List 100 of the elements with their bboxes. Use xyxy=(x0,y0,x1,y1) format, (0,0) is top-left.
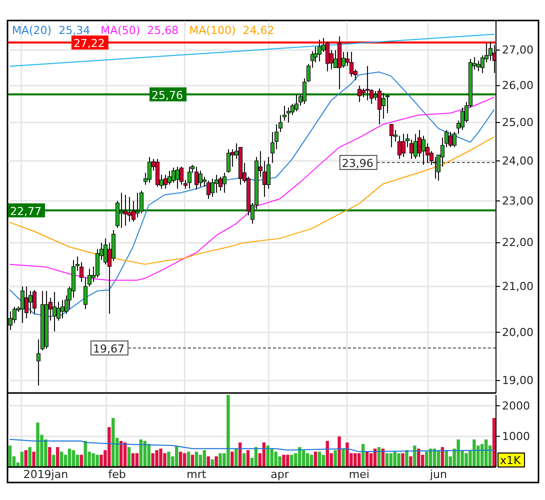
bar xyxy=(36,422,40,467)
candlestick xyxy=(349,51,354,78)
bar xyxy=(464,453,468,467)
candlestick xyxy=(135,192,140,218)
bar xyxy=(397,453,400,467)
candlestick xyxy=(175,166,180,190)
bar xyxy=(310,454,314,467)
bar xyxy=(72,450,76,467)
bar xyxy=(274,452,278,467)
bar xyxy=(127,447,131,467)
bar xyxy=(112,418,115,467)
bar xyxy=(314,452,318,467)
candlestick xyxy=(389,124,394,148)
candlestick xyxy=(421,135,426,166)
bar xyxy=(178,452,182,467)
bar xyxy=(159,448,162,467)
bar xyxy=(492,418,496,467)
bar xyxy=(68,448,72,467)
ref-line-label: 23,96 xyxy=(342,156,374,170)
bar xyxy=(338,436,341,467)
bar xyxy=(48,447,52,467)
x-tick-label: 2019jan xyxy=(23,468,68,481)
y-tick-label: 1000 xyxy=(502,430,530,443)
candlestick xyxy=(401,133,406,158)
bar xyxy=(354,453,357,467)
y-tick-label: 27,00 xyxy=(502,44,534,57)
bar xyxy=(20,452,24,467)
ref-line-label: 22,77 xyxy=(10,204,42,218)
candlestick xyxy=(218,176,223,192)
text: MA(100) 24,62 xyxy=(189,24,285,37)
bar xyxy=(230,452,234,467)
bar xyxy=(358,453,361,467)
candlestick xyxy=(147,156,152,184)
candlestick xyxy=(214,174,219,194)
candlestick xyxy=(413,133,418,160)
bar xyxy=(290,454,294,467)
bar xyxy=(135,453,139,467)
candlestick xyxy=(286,107,291,124)
candlestick xyxy=(119,192,124,228)
ref-line-label: 25,76 xyxy=(152,88,184,102)
candlestick xyxy=(357,85,362,103)
text: x1K xyxy=(500,454,522,467)
bar xyxy=(44,439,48,467)
line-series xyxy=(9,136,495,265)
bar xyxy=(306,453,310,467)
candlestick xyxy=(476,60,481,72)
bar xyxy=(389,453,392,467)
y-tick-label: 20,00 xyxy=(502,326,534,339)
bar xyxy=(52,454,56,467)
bar xyxy=(302,450,306,467)
candlestick xyxy=(139,190,144,214)
y-tick-label: 23,00 xyxy=(502,194,534,208)
bar xyxy=(242,453,246,467)
bar xyxy=(413,446,416,467)
candlestick xyxy=(167,170,172,186)
candlestick xyxy=(28,290,33,314)
bar xyxy=(226,395,230,467)
candlestick xyxy=(222,172,227,194)
candlestick xyxy=(8,310,13,330)
bar xyxy=(318,452,322,467)
candlestick xyxy=(448,131,453,148)
candlestick xyxy=(226,148,231,174)
y-tick-label: 19,00 xyxy=(502,374,534,388)
bar xyxy=(210,459,214,467)
ref-line-label: 19,67 xyxy=(92,342,124,356)
candlestick xyxy=(381,92,386,120)
bar xyxy=(155,450,158,467)
ref-line-label: 27,22 xyxy=(73,37,105,50)
candlestick xyxy=(365,65,370,101)
y-tick-label: 24,00 xyxy=(502,154,534,168)
bar xyxy=(202,450,206,467)
candlestick xyxy=(20,286,25,324)
bar xyxy=(131,453,135,467)
candlestick xyxy=(163,174,168,190)
bar xyxy=(270,448,274,467)
candlestick xyxy=(60,299,65,319)
bar xyxy=(108,427,111,467)
candlestick xyxy=(123,194,128,226)
candlestick xyxy=(317,39,322,62)
candlestick xyxy=(325,40,330,72)
candlestick xyxy=(32,290,37,314)
bar xyxy=(28,447,32,467)
bar xyxy=(409,456,412,467)
y-tick-label: 25,00 xyxy=(502,116,534,130)
bar xyxy=(334,450,337,467)
bar xyxy=(405,450,408,467)
bar xyxy=(424,452,428,467)
bar xyxy=(286,454,290,467)
candlestick xyxy=(52,291,57,332)
bar xyxy=(92,453,95,467)
candlestick xyxy=(206,180,211,200)
bar xyxy=(194,452,198,467)
bar xyxy=(182,453,186,467)
bar xyxy=(218,453,222,467)
bar xyxy=(385,453,388,467)
bar xyxy=(32,452,36,467)
candlestick xyxy=(127,196,132,222)
bar xyxy=(24,450,28,467)
bar xyxy=(186,452,190,467)
bar xyxy=(56,447,60,467)
